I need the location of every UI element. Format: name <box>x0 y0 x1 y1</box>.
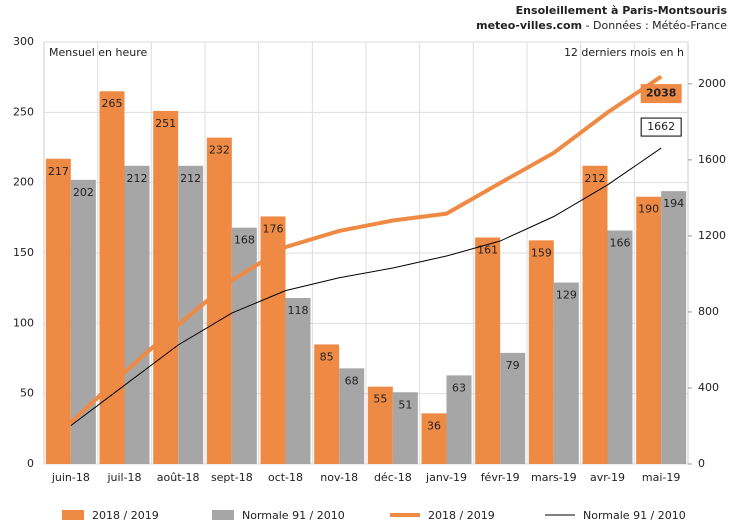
bar-value-label: 55 <box>373 393 387 406</box>
bar-value-label: 212 <box>180 172 201 185</box>
bar <box>475 237 501 464</box>
bar-value-label: 85 <box>320 350 334 363</box>
bar <box>231 227 257 464</box>
x-tick-label: janv-19 <box>425 471 467 484</box>
y-tick-label: 100 <box>13 316 34 329</box>
end-value-label: 2038 <box>646 87 677 100</box>
bar <box>582 165 608 464</box>
x-tick-label: déc-18 <box>374 471 412 484</box>
bar <box>500 352 526 464</box>
bar <box>528 240 554 464</box>
x-tick-label: juin-18 <box>51 471 90 484</box>
bar <box>446 375 472 464</box>
bar-value-label: 212 <box>585 172 606 185</box>
x-tick-label: mars-19 <box>531 471 577 484</box>
bar-value-label: 166 <box>610 236 631 249</box>
end-value-label: 1662 <box>647 120 675 133</box>
y2-axis-label: 12 derniers mois en h <box>564 46 684 59</box>
bar-value-label: 176 <box>263 222 284 235</box>
subtitle-rest: - Données : Météo-France <box>586 19 728 32</box>
x-tick-label: févr-19 <box>481 471 520 484</box>
x-tick-label: nov-18 <box>320 471 358 484</box>
bar-value-label: 190 <box>638 203 659 216</box>
bar <box>314 344 340 464</box>
y2-tick-label: 2000 <box>698 77 726 90</box>
bar-value-label: 129 <box>556 289 577 302</box>
y2-tick-label: 1200 <box>698 229 726 242</box>
bar <box>339 368 365 464</box>
bar-value-label: 79 <box>506 359 520 372</box>
bar <box>260 216 286 464</box>
chart-subtitle: meteo-villes.com - Données : Météo-Franc… <box>476 19 727 32</box>
bar-value-label: 212 <box>127 172 148 185</box>
x-tick-label: mai-19 <box>642 471 680 484</box>
bar-value-label: 51 <box>398 398 412 411</box>
bar-value-label: 118 <box>288 304 309 317</box>
y-tick-label: 150 <box>13 246 34 259</box>
bar <box>661 191 687 464</box>
legend-swatch <box>212 510 234 520</box>
bar <box>153 110 179 464</box>
bar-value-label: 36 <box>427 419 441 432</box>
bar-value-label: 63 <box>452 381 466 394</box>
legend-label: 2018 / 2019 <box>428 509 495 522</box>
bar <box>206 137 232 465</box>
x-tick-label: juil-18 <box>106 471 141 484</box>
end-label-box <box>640 117 682 137</box>
bar-value-label: 202 <box>73 186 94 199</box>
bar-value-label: 232 <box>209 144 230 157</box>
y-tick-label: 0 <box>27 457 34 470</box>
bar <box>636 196 662 464</box>
bar-value-label: 159 <box>531 246 552 259</box>
y-tick-label: 250 <box>13 105 34 118</box>
y-axis-label: Mensuel en heure <box>49 46 147 59</box>
y2-tick-label: 0 <box>698 457 705 470</box>
bar-value-label: 161 <box>477 244 498 257</box>
chart-title: Ensoleillement à Paris-Montsouris <box>516 4 728 17</box>
subtitle-source: meteo-villes.com <box>476 19 582 32</box>
y-tick-label: 200 <box>13 176 34 189</box>
bar <box>607 230 633 464</box>
x-tick-label: août-18 <box>157 471 200 484</box>
x-tick-label: sept-18 <box>211 471 253 484</box>
bar-value-label: 217 <box>48 165 69 178</box>
bar-value-label: 68 <box>345 374 359 387</box>
bar <box>124 165 150 464</box>
bar <box>421 413 447 464</box>
y2-tick-label: 1600 <box>698 153 726 166</box>
line <box>69 74 663 425</box>
line <box>70 147 662 427</box>
end-label-box <box>640 84 682 104</box>
bar <box>367 386 393 464</box>
y2-tick-label: 400 <box>698 381 719 394</box>
y2-tick-label: 800 <box>698 305 719 318</box>
x-tick-label: oct-18 <box>268 471 303 484</box>
bar <box>553 282 579 464</box>
x-tick-label: avr-19 <box>590 471 625 484</box>
bar <box>285 298 311 464</box>
bar <box>45 158 71 464</box>
bar-value-label: 168 <box>234 234 255 247</box>
bar-value-label: 265 <box>102 97 123 110</box>
bar <box>99 91 125 464</box>
legend-label: 2018 / 2019 <box>92 509 159 522</box>
y-tick-label: 300 <box>13 35 34 48</box>
bar <box>392 392 418 464</box>
legend-swatch <box>62 510 84 520</box>
bar-value-label: 194 <box>663 197 684 210</box>
y-tick-label: 50 <box>20 387 34 400</box>
legend-label: Normale 91 / 2010 <box>583 509 686 522</box>
bar-value-label: 251 <box>155 117 176 130</box>
legend-label: Normale 91 / 2010 <box>242 509 345 522</box>
